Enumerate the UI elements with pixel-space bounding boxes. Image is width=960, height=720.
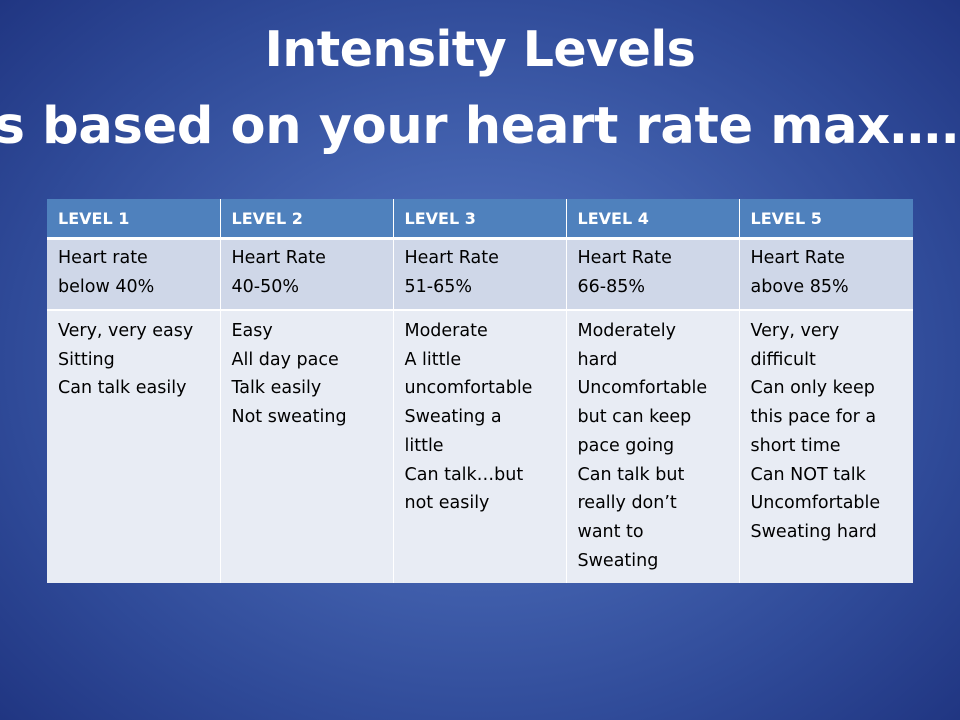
intensity-levels-table: LEVEL 1 LEVEL 2 LEVEL 3 LEVEL 4 LEVEL 5 …	[47, 199, 913, 583]
cell-line: 51-65%	[404, 277, 472, 297]
description-row: Very, very easy Sitting Can talk easily …	[47, 310, 913, 583]
slide-title: Intensity Levels	[264, 21, 696, 78]
column-header-level-2: LEVEL 2	[220, 199, 394, 239]
cell-line: little	[404, 435, 444, 456]
column-header-level-5: LEVEL 5	[739, 199, 913, 239]
cell-line: difficult	[750, 349, 816, 370]
cell-line: All day pace	[231, 349, 339, 370]
cell-line: Heart Rate	[404, 248, 499, 268]
table-header-row: LEVEL 1 LEVEL 2 LEVEL 3 LEVEL 4 LEVEL 5	[47, 199, 913, 239]
cell-line: this pace for a	[750, 407, 877, 428]
cell-line: Heart Rate	[231, 248, 326, 268]
cell-line: 66-85%	[577, 277, 645, 297]
cell-line: Not sweating	[231, 407, 347, 428]
heart-rate-row: Heart rate below 40% Heart Rate 40-50% H…	[47, 238, 913, 311]
cell-line: Moderate	[404, 321, 488, 341]
description-cell-level-5: Very, very difficult Can only keep this …	[739, 310, 913, 583]
description-cell-level-2: Easy All day pace Talk easily Not sweati…	[220, 310, 394, 583]
cell-line: Very, very easy	[58, 321, 194, 341]
column-header-level-4: LEVEL 4	[566, 199, 740, 239]
cell-line: hard	[577, 349, 618, 370]
cell-line: uncomfortable	[404, 378, 533, 399]
cell-line: but can keep	[577, 407, 692, 428]
cell-line: pace going	[577, 435, 675, 456]
cell-line: Very, very	[750, 321, 840, 341]
cell-line: Can talk but	[577, 464, 685, 485]
description-cell-level-1: Very, very easy Sitting Can talk easily	[47, 310, 221, 583]
heart-rate-cell-level-5: Heart Rate above 85%	[739, 238, 913, 311]
cell-line: Sitting	[58, 349, 115, 370]
cell-line: Sweating hard	[750, 521, 877, 542]
cell-line: not easily	[404, 493, 490, 514]
cell-line: Can only keep	[750, 378, 875, 399]
cell-line: Can talk easily	[58, 378, 187, 399]
cell-line: Talk easily	[231, 378, 322, 399]
column-header-level-1: LEVEL 1	[47, 199, 221, 239]
cell-line: Sweating a	[404, 407, 502, 428]
cell-line: 40-50%	[231, 277, 299, 297]
heart-rate-cell-level-3: Heart Rate 51-65%	[393, 238, 567, 311]
cell-line: below 40%	[58, 277, 155, 297]
heart-rate-cell-level-4: Heart Rate 66-85%	[566, 238, 740, 311]
cell-line: Can NOT talk	[750, 464, 866, 485]
slide-subtitle: Is based on your heart rate max….	[0, 97, 960, 156]
cell-line: Easy	[231, 321, 273, 341]
heart-rate-cell-level-1: Heart rate below 40%	[47, 238, 221, 311]
cell-line: want to	[577, 521, 644, 542]
cell-line: Heart rate	[58, 248, 148, 268]
cell-line: Uncomfortable	[750, 493, 881, 514]
cell-line: Uncomfortable	[577, 378, 708, 399]
cell-line: short time	[750, 435, 841, 456]
heart-rate-cell-level-2: Heart Rate 40-50%	[220, 238, 394, 311]
cell-line: Moderately	[577, 321, 676, 341]
cell-line: Heart Rate	[577, 248, 672, 268]
description-cell-level-3: Moderate A little uncomfortable Sweating…	[393, 310, 567, 583]
cell-line: really don’t	[577, 493, 677, 514]
cell-line: Can talk…but	[404, 464, 524, 485]
description-cell-level-4: Moderately hard Uncomfortable but can ke…	[566, 310, 740, 583]
cell-line: Sweating	[577, 550, 659, 571]
column-header-level-3: LEVEL 3	[393, 199, 567, 239]
cell-line: A little	[404, 349, 462, 370]
cell-line: above 85%	[750, 277, 849, 297]
cell-line: Heart Rate	[750, 248, 845, 268]
